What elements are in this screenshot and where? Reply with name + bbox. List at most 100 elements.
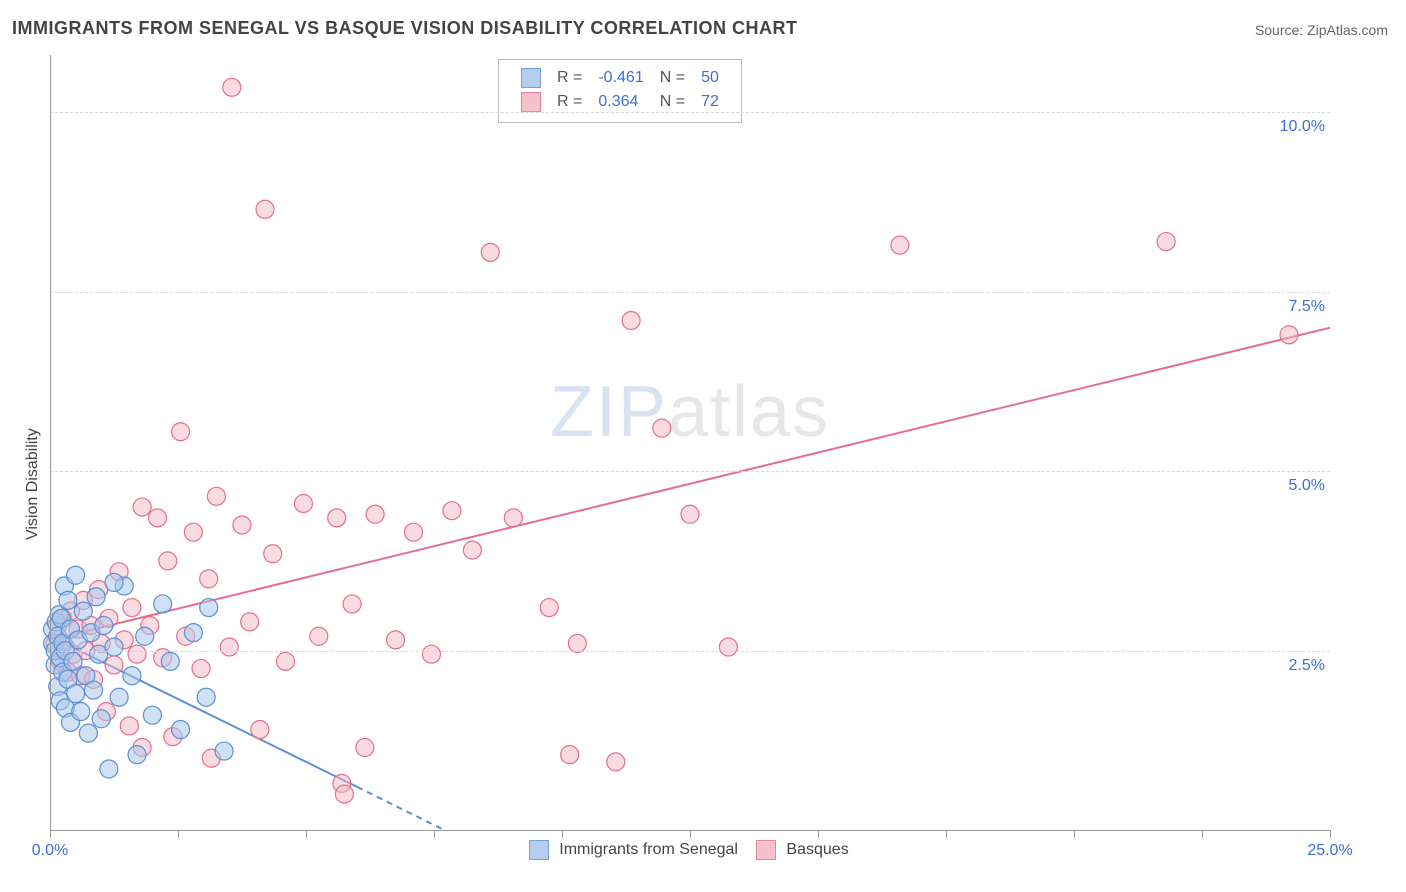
point-basques [356, 738, 374, 756]
chart-container: IMMIGRANTS FROM SENEGAL VS BASQUE VISION… [0, 0, 1406, 892]
legend-r-value: -0.461 [590, 66, 651, 90]
point-senegal [143, 706, 161, 724]
y-tick-label: 2.5% [1270, 657, 1325, 675]
point-basques [422, 645, 440, 663]
point-senegal [79, 724, 97, 742]
legend-r-label: R = [549, 66, 590, 90]
point-senegal [197, 688, 215, 706]
point-basques [277, 652, 295, 670]
x-tick [562, 830, 563, 838]
trendline-dashed-senegal [357, 787, 444, 830]
point-senegal [200, 599, 218, 617]
point-basques [681, 505, 699, 523]
x-tick [946, 830, 947, 838]
x-tick [690, 830, 691, 838]
point-basques [622, 312, 640, 330]
legend-n-value: 72 [693, 90, 727, 114]
point-basques [223, 78, 241, 96]
point-senegal [161, 652, 179, 670]
point-basques [128, 645, 146, 663]
point-senegal [72, 703, 90, 721]
y-tick-label: 5.0% [1270, 477, 1325, 495]
point-basques [540, 599, 558, 617]
point-basques [251, 721, 269, 739]
point-basques [443, 502, 461, 520]
point-senegal [154, 595, 172, 613]
legend-row-basques: R =0.364N =72 [513, 90, 727, 114]
source-name: ZipAtlas.com [1307, 22, 1388, 38]
source-attribution: Source: ZipAtlas.com [1255, 22, 1388, 38]
point-basques [387, 631, 405, 649]
x-tick [818, 830, 819, 838]
point-basques [159, 552, 177, 570]
point-basques [123, 599, 141, 617]
x-tick [1202, 830, 1203, 838]
legend-series-label: Basques [782, 841, 849, 858]
y-axis-line [50, 55, 51, 830]
plot-area: ZIPatlas [50, 55, 1330, 830]
legend-r-value: 0.364 [590, 90, 651, 114]
point-senegal [59, 591, 77, 609]
point-basques [192, 660, 210, 678]
point-basques [335, 785, 353, 803]
point-basques [133, 498, 151, 516]
point-basques [1157, 233, 1175, 251]
point-basques [149, 509, 167, 527]
x-tick [434, 830, 435, 838]
point-basques [172, 423, 190, 441]
gridline [50, 292, 1330, 293]
point-senegal [110, 688, 128, 706]
point-senegal [95, 616, 113, 634]
legend-swatch [521, 68, 541, 88]
x-tick [1330, 830, 1331, 838]
point-senegal [74, 602, 92, 620]
x-tick [50, 830, 51, 838]
point-basques [328, 509, 346, 527]
point-senegal [87, 588, 105, 606]
x-tick-label: 0.0% [32, 842, 68, 860]
x-tick [306, 830, 307, 838]
point-basques [310, 627, 328, 645]
point-senegal [100, 760, 118, 778]
point-senegal [67, 685, 85, 703]
y-tick-label: 10.0% [1270, 118, 1325, 136]
point-basques [1280, 326, 1298, 344]
point-basques [256, 200, 274, 218]
point-senegal [128, 746, 146, 764]
x-tick [178, 830, 179, 838]
point-basques [405, 523, 423, 541]
trendline-basques [50, 328, 1330, 640]
point-basques [481, 243, 499, 261]
point-basques [719, 638, 737, 656]
point-basques [220, 638, 238, 656]
gridline [50, 471, 1330, 472]
point-senegal [105, 638, 123, 656]
y-tick-label: 7.5% [1270, 298, 1325, 316]
point-basques [120, 717, 138, 735]
point-basques [200, 570, 218, 588]
point-basques [233, 516, 251, 534]
legend-n-label: N = [652, 66, 693, 90]
legend-series-label: Immigrants from Senegal [555, 841, 738, 858]
chart-title: IMMIGRANTS FROM SENEGAL VS BASQUE VISION… [12, 18, 798, 39]
legend-n-value: 50 [693, 66, 727, 90]
source-label: Source: [1255, 22, 1307, 38]
point-senegal [172, 721, 190, 739]
legend-swatch [756, 840, 776, 860]
legend-row-senegal: R =-0.461N =50 [513, 66, 727, 90]
legend-r-label: R = [549, 90, 590, 114]
point-basques [264, 545, 282, 563]
point-basques [294, 494, 312, 512]
scatter-svg [50, 55, 1330, 830]
legend-swatch [529, 840, 549, 860]
point-basques [653, 419, 671, 437]
point-senegal [67, 566, 85, 584]
point-basques [184, 523, 202, 541]
point-basques [561, 746, 579, 764]
point-senegal [105, 573, 123, 591]
point-senegal [85, 681, 103, 699]
y-axis-label: Vision Disability [24, 428, 42, 540]
x-tick-label: 25.0% [1307, 842, 1352, 860]
point-basques [207, 487, 225, 505]
point-basques [463, 541, 481, 559]
